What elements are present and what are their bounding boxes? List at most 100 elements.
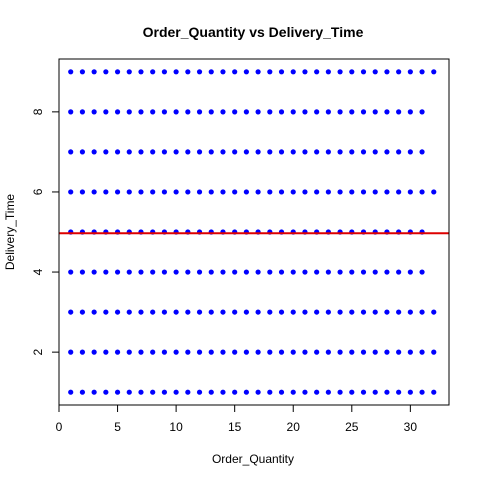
data-point — [431, 389, 437, 395]
data-point — [126, 389, 132, 395]
data-point — [185, 109, 191, 115]
data-point — [407, 349, 413, 355]
data-point — [103, 189, 109, 195]
data-point — [255, 389, 261, 395]
data-point — [419, 189, 425, 195]
y-axis: 2 4 6 8 — [31, 108, 60, 355]
data-point — [349, 69, 355, 75]
data-point — [173, 389, 179, 395]
data-point — [384, 189, 390, 195]
data-point — [314, 69, 320, 75]
data-point — [79, 349, 86, 355]
data-point — [126, 309, 132, 315]
data-point — [360, 349, 367, 355]
data-point — [407, 149, 413, 155]
data-point — [349, 309, 355, 315]
data-point — [126, 189, 132, 195]
data-point — [208, 109, 214, 115]
data-point — [349, 109, 355, 115]
data-point — [372, 109, 378, 115]
data-point — [407, 189, 413, 195]
data-point — [372, 309, 378, 315]
data-point — [278, 349, 285, 355]
data-point — [185, 349, 191, 355]
data-point — [267, 109, 273, 115]
data-point — [173, 109, 179, 115]
chart-title: Order_Quantity vs Delivery_Time — [143, 24, 364, 40]
data-point — [91, 109, 97, 115]
data-point — [150, 269, 156, 275]
x-tick-label: 5 — [114, 420, 121, 434]
data-point — [314, 109, 320, 115]
data-point — [114, 189, 121, 195]
data-point — [255, 269, 261, 275]
data-point — [220, 149, 226, 155]
data-point — [396, 389, 402, 395]
data-point — [290, 189, 296, 195]
data-point — [290, 269, 296, 275]
data-point — [103, 349, 109, 355]
data-point — [302, 109, 308, 115]
data-point — [360, 109, 367, 115]
data-point — [267, 389, 273, 395]
x-tick-label: 0 — [56, 420, 63, 434]
data-point — [126, 349, 132, 355]
data-point — [114, 109, 121, 115]
data-point — [173, 149, 179, 155]
x-tick-label: 25 — [345, 420, 359, 434]
data-point — [255, 189, 261, 195]
data-point — [185, 149, 191, 155]
data-point — [114, 389, 121, 395]
data-point — [232, 69, 238, 75]
data-point — [349, 149, 355, 155]
data-point — [232, 189, 238, 195]
data-point — [220, 309, 226, 315]
data-point — [290, 69, 296, 75]
data-point — [196, 309, 203, 315]
data-point — [150, 389, 156, 395]
data-point — [278, 269, 285, 275]
data-point — [314, 189, 320, 195]
data-point — [396, 69, 402, 75]
data-point — [337, 109, 343, 115]
data-point — [267, 69, 273, 75]
data-point — [91, 389, 97, 395]
data-point — [91, 69, 97, 75]
data-point — [243, 189, 249, 195]
data-point — [267, 189, 273, 195]
data-point — [79, 269, 86, 275]
data-point — [185, 309, 191, 315]
data-point — [196, 269, 203, 275]
data-point — [161, 109, 168, 115]
data-point — [150, 109, 156, 115]
data-point — [138, 69, 144, 75]
data-point — [220, 389, 226, 395]
data-point — [302, 349, 308, 355]
y-tick-label: 8 — [31, 108, 45, 115]
data-point — [138, 149, 144, 155]
data-point — [138, 189, 144, 195]
data-point — [185, 189, 191, 195]
data-point — [126, 69, 132, 75]
data-point — [173, 269, 179, 275]
data-point — [161, 69, 168, 75]
data-point — [68, 349, 74, 355]
data-point — [79, 309, 86, 315]
data-point — [79, 389, 86, 395]
data-point — [138, 389, 144, 395]
data-point — [232, 389, 238, 395]
data-point — [243, 109, 249, 115]
data-point — [243, 309, 249, 315]
data-point — [103, 149, 109, 155]
data-point — [325, 109, 331, 115]
data-point — [384, 349, 390, 355]
data-point — [302, 69, 308, 75]
data-point — [220, 69, 226, 75]
data-point — [161, 309, 168, 315]
data-point — [372, 389, 378, 395]
data-point — [419, 309, 425, 315]
data-point — [302, 309, 308, 315]
data-points — [68, 69, 437, 395]
data-point — [68, 389, 74, 395]
